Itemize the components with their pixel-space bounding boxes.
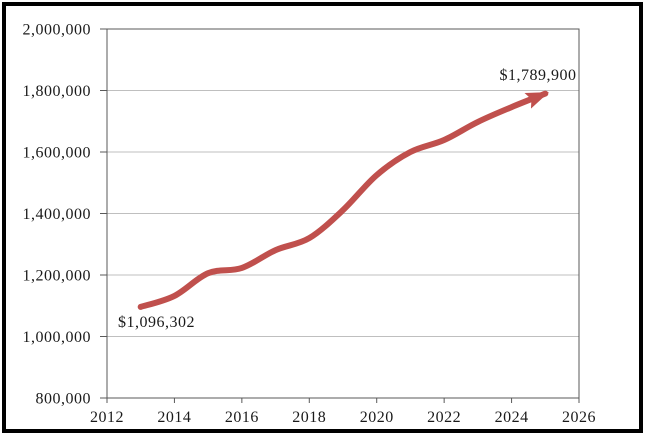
x-tick-label: 2024 xyxy=(495,409,529,426)
y-tick-label: 1,600,000 xyxy=(23,145,92,162)
start-value-label: $1,096,302 xyxy=(118,314,195,331)
x-tick-label: 2026 xyxy=(562,409,596,426)
x-tick-label: 2016 xyxy=(225,409,259,426)
y-tick-label: 1,200,000 xyxy=(23,268,92,285)
y-axis-labels: 2,000,000 1,800,000 1,600,000 1,400,000 1,20… xyxy=(23,22,92,408)
y-tick-label: 1,000,000 xyxy=(23,329,92,346)
y-tick-label: 800,000 xyxy=(36,391,92,408)
y-tick-label: 2,000,000 xyxy=(23,22,92,39)
y-tick-label: 1,800,000 xyxy=(23,83,92,100)
x-tick-label: 2022 xyxy=(427,409,461,426)
trend-line xyxy=(137,90,550,310)
axis-ticks xyxy=(100,28,580,403)
x-tick-label: 2020 xyxy=(360,409,394,426)
x-tick-label: 2018 xyxy=(292,409,326,426)
y-tick-label: 1,400,000 xyxy=(23,206,92,223)
x-axis-labels: 2012 2014 2016 2018 2020 2022 2024 2026 xyxy=(90,409,596,426)
x-tick-label: 2012 xyxy=(90,409,124,426)
end-value-label: $1,789,900 xyxy=(500,67,577,84)
x-tick-label: 2014 xyxy=(157,409,191,426)
